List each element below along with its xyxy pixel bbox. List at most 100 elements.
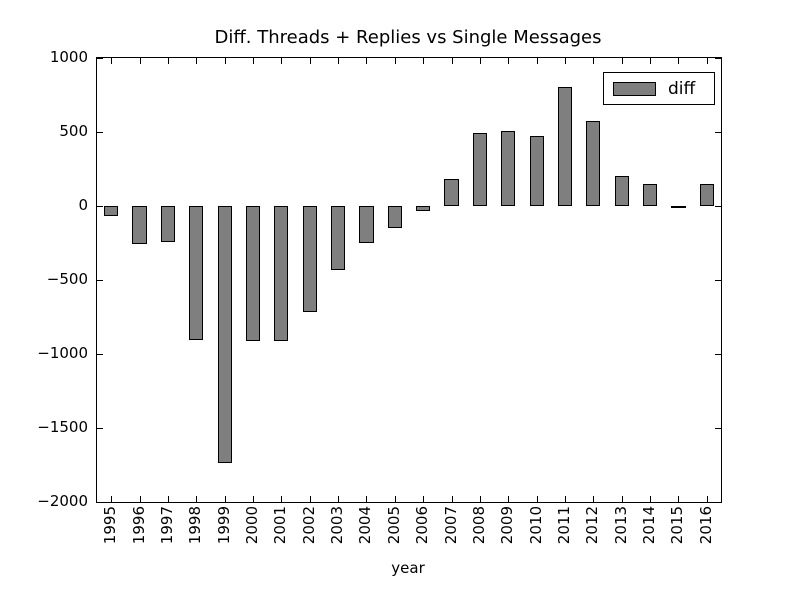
x-tick	[565, 58, 566, 64]
x-tick	[678, 58, 680, 64]
x-tick-label-2001: 2001	[271, 506, 290, 545]
bar-1998	[189, 206, 204, 340]
bar-1995	[104, 206, 119, 217]
x-tick	[139, 496, 141, 502]
legend-label: diff	[668, 78, 696, 99]
x-tick-label-2010: 2010	[526, 506, 545, 545]
x-axis-label: year	[391, 559, 425, 577]
x-tick	[196, 496, 198, 502]
x-tick	[394, 496, 396, 502]
x-tick-label-2016: 2016	[696, 506, 715, 545]
y-tick	[97, 428, 103, 429]
x-tick	[253, 496, 254, 502]
x-tick	[224, 496, 226, 502]
x-tick	[650, 58, 652, 64]
x-tick	[423, 58, 425, 64]
bar-1997	[160, 206, 175, 242]
x-tick-label-2013: 2013	[611, 506, 630, 545]
bar-2014	[643, 183, 658, 206]
bar-2000	[245, 206, 261, 342]
x-tick	[536, 496, 538, 502]
x-tick-label-2000: 2000	[243, 506, 261, 545]
x-tick	[678, 496, 680, 502]
x-tick-label-2012: 2012	[583, 506, 602, 545]
x-tick	[139, 58, 141, 64]
x-tick	[394, 58, 396, 64]
y-tick-label-0: 0	[78, 196, 88, 214]
x-tick	[706, 496, 708, 502]
x-tick	[111, 496, 113, 502]
bar-2007	[444, 178, 459, 206]
x-tick-label-1997: 1997	[157, 506, 176, 545]
y-tick	[97, 58, 103, 59]
y-tick	[97, 206, 103, 207]
x-tick	[167, 58, 169, 64]
x-tick	[565, 496, 566, 502]
x-tick	[309, 58, 311, 64]
y-tick	[715, 58, 721, 59]
x-tick	[706, 58, 708, 64]
x-tick-label-2006: 2006	[413, 506, 432, 545]
legend-swatch-icon	[613, 81, 656, 96]
y-tick	[715, 206, 721, 207]
bar-2004	[359, 206, 374, 243]
bar-2012	[586, 120, 601, 206]
x-tick	[309, 496, 311, 502]
x-tick	[621, 496, 623, 502]
y-tick	[715, 428, 721, 429]
x-tick	[253, 58, 254, 64]
bar-2006	[416, 206, 431, 212]
x-tick	[338, 496, 340, 502]
y-tick	[97, 280, 103, 281]
x-tick	[650, 496, 652, 502]
x-tick	[536, 58, 538, 64]
x-tick-label-2004: 2004	[356, 506, 375, 545]
x-tick	[593, 58, 595, 64]
y-tick-label--1000: −1000	[37, 344, 88, 362]
chart-title: Diff. Threads + Replies vs Single Messag…	[214, 27, 602, 48]
bar-2009	[501, 130, 516, 206]
x-tick	[451, 496, 453, 502]
bar-2003	[331, 206, 346, 270]
y-tick	[715, 354, 721, 355]
x-tick	[167, 496, 169, 502]
bar-2010	[529, 136, 544, 206]
x-tick	[366, 58, 368, 64]
x-tick-label-1996: 1996	[129, 506, 148, 545]
x-tick-label-2011: 2011	[555, 506, 573, 545]
x-tick	[196, 58, 198, 64]
x-tick	[338, 58, 340, 64]
x-tick-label-2014: 2014	[640, 506, 659, 545]
y-tick	[715, 280, 721, 281]
x-tick-label-2002: 2002	[299, 506, 318, 545]
bar-2005	[387, 206, 402, 229]
bar-2011	[557, 86, 573, 206]
x-tick	[451, 58, 453, 64]
x-tick-label-1999: 1999	[214, 506, 233, 545]
plot-area	[96, 57, 722, 503]
bar-2013	[614, 175, 629, 206]
bar-2002	[302, 206, 317, 312]
y-tick-label--2000: −2000	[37, 492, 88, 510]
legend: diff	[603, 72, 715, 105]
y-tick	[97, 354, 103, 355]
x-tick	[508, 58, 510, 64]
y-tick	[97, 502, 103, 503]
x-tick-label-2007: 2007	[441, 506, 460, 545]
y-tick-label-500: 500	[59, 122, 88, 140]
y-tick-label-1000: 1000	[49, 48, 88, 66]
x-tick-label-2008: 2008	[469, 506, 488, 545]
x-tick-label-2009: 2009	[498, 506, 517, 545]
bar-2008	[472, 133, 487, 206]
x-tick	[281, 58, 283, 64]
x-tick	[281, 496, 283, 502]
y-tick	[715, 132, 721, 133]
y-tick	[715, 502, 721, 503]
x-tick-label-2015: 2015	[668, 506, 687, 545]
x-tick	[111, 58, 113, 64]
bar-2016	[699, 183, 714, 206]
x-tick-label-1998: 1998	[186, 506, 205, 545]
x-tick-label-2003: 2003	[328, 506, 347, 545]
x-tick	[593, 496, 595, 502]
